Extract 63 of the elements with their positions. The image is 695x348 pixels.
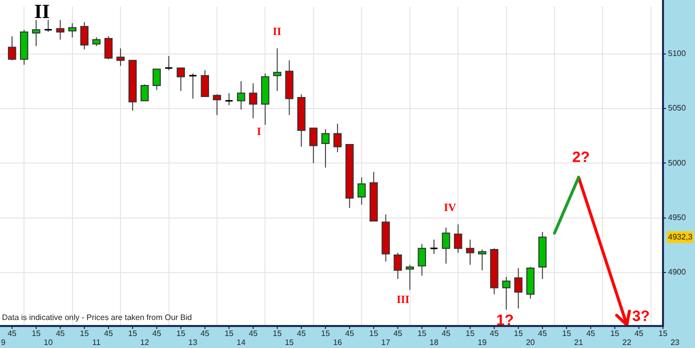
y-tick-label: 5000 xyxy=(668,158,686,168)
annotation: IV xyxy=(444,202,456,214)
x-tick-label: 45 xyxy=(634,329,644,338)
x-tick-label: 45 xyxy=(442,329,452,338)
x-tick-label: 45 xyxy=(248,329,258,338)
x-tick-label: 15 xyxy=(128,329,138,338)
x-tick-label: 45 xyxy=(56,329,66,338)
x-tick-label: 15 xyxy=(224,329,234,338)
x-tick-label: 9 xyxy=(1,338,6,348)
x-tick-label: 45 xyxy=(490,329,500,338)
x-tick-label: 18 xyxy=(430,338,439,348)
x-tick-label: 15 xyxy=(321,329,330,338)
candlestick xyxy=(224,92,234,106)
x-tick-label: 15 xyxy=(658,329,668,338)
x-tick-label: 23 xyxy=(670,338,680,348)
x-tick-label: 15 xyxy=(417,329,427,338)
x-tick-label: 45 xyxy=(393,329,403,338)
y-tick-label: 4950 xyxy=(668,212,686,222)
x-tick-label: 15 xyxy=(80,329,90,338)
x-tick-label: 17 xyxy=(381,338,391,348)
annotation: 3? xyxy=(632,308,650,326)
x-tick-label: 15 xyxy=(32,329,42,338)
x-tick-label: 15 xyxy=(514,329,524,338)
x-tick-label: 19 xyxy=(478,338,488,348)
y-tick-label: 4932,3 xyxy=(668,232,694,242)
x-tick-label: 11 xyxy=(92,338,102,348)
x-tick-label: 14 xyxy=(236,338,246,348)
x-tick-label: 16 xyxy=(333,338,343,348)
annotation: III xyxy=(396,294,410,306)
y-tick-label: 5050 xyxy=(668,104,686,113)
y-tick-label: 5100 xyxy=(668,49,686,58)
x-tick-label: 21 xyxy=(574,338,584,348)
x-tick-label: 12 xyxy=(140,338,150,348)
x-tick-label: 22 xyxy=(622,338,632,348)
x-tick-label: 45 xyxy=(345,329,355,338)
x-tick-label: 15 xyxy=(369,329,379,338)
annotation: I xyxy=(256,126,262,138)
x-tick-label: 45 xyxy=(152,329,162,338)
annotation: II xyxy=(34,1,50,24)
candlestick xyxy=(44,19,53,32)
x-tick-label: 15 xyxy=(284,338,294,348)
x-tick-label: 45 xyxy=(200,329,210,338)
annotation: Data is indicative only - Prices are taken from Our Bid xyxy=(2,313,192,322)
candlestick xyxy=(188,72,198,100)
x-tick-label: 20 xyxy=(526,338,536,348)
annotation: 1? xyxy=(496,312,514,330)
x-tick-label: 45 xyxy=(296,329,306,338)
x-tick-label: 45 xyxy=(538,329,548,338)
x-tick-label: 15 xyxy=(272,329,282,338)
x-tick-label: 13 xyxy=(188,338,198,348)
x-tick-label: 10 xyxy=(44,338,54,348)
x-tick-label: 45 xyxy=(586,329,596,338)
annotation: II xyxy=(272,26,282,38)
annotation: 2? xyxy=(572,149,590,166)
x-tick-label: 15 xyxy=(466,329,476,338)
x-tick-label: 15 xyxy=(562,329,572,338)
x-tick-label: 15 xyxy=(610,329,620,338)
x-tick-label: 45 xyxy=(104,329,114,338)
candlestick xyxy=(430,239,438,254)
candlestick xyxy=(164,55,174,71)
x-tick-label: 15 xyxy=(176,329,186,338)
x-tick-label: 45 xyxy=(8,329,18,338)
y-tick-label: 4900 xyxy=(668,268,686,277)
